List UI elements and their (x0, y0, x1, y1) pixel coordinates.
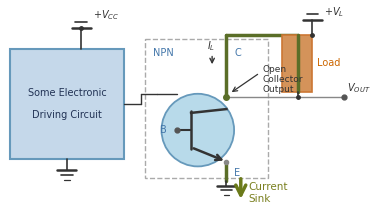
Text: Driving Circuit: Driving Circuit (32, 110, 102, 120)
Text: E: E (234, 168, 240, 178)
Text: $+V_L$: $+V_L$ (324, 5, 344, 19)
Bar (282, 35, 312, 92)
Text: C: C (234, 48, 241, 58)
Text: Sink: Sink (249, 194, 271, 204)
Text: $+V_{CC}$: $+V_{CC}$ (93, 9, 119, 22)
Text: Collector: Collector (263, 75, 303, 84)
Bar (145, 39, 267, 178)
Text: Open: Open (263, 65, 287, 74)
Text: Current: Current (249, 182, 288, 192)
Bar (10, 49, 124, 159)
Text: B: B (160, 125, 167, 135)
Text: Load: Load (317, 58, 341, 68)
Text: $V_{OUT}$: $V_{OUT}$ (347, 81, 371, 95)
Circle shape (161, 94, 234, 166)
Text: Some Electronic: Some Electronic (27, 88, 106, 98)
Text: Output: Output (263, 85, 294, 94)
Text: $I_L$: $I_L$ (207, 39, 216, 53)
Text: NPN: NPN (153, 48, 174, 58)
